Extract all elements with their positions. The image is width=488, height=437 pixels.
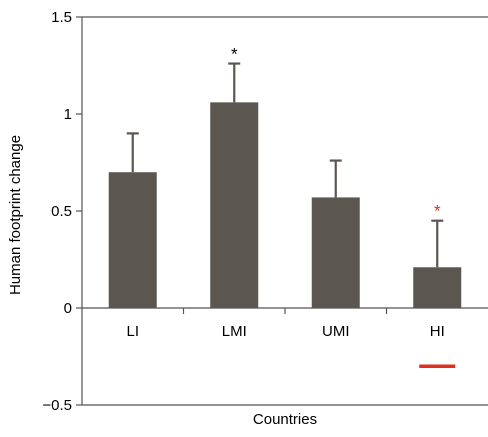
bar <box>108 172 157 308</box>
bar <box>210 102 259 308</box>
significance-markers: ** <box>231 45 456 368</box>
y-axis-title: Human footprint change <box>7 135 24 295</box>
bar <box>413 267 462 308</box>
significance-asterisk: * <box>231 45 238 64</box>
x-axis-title: Countries <box>253 411 317 428</box>
y-tick-label: 0 <box>64 300 72 317</box>
y-axis-ticks: −0.5 0 0.5 1 1.5 <box>42 9 82 414</box>
significance-asterisk: * <box>434 202 441 221</box>
category-label: HI <box>430 323 445 340</box>
y-tick-label: 1.5 <box>51 9 72 26</box>
category-labels: LI LMI UMI HI <box>126 323 444 340</box>
category-label: LMI <box>222 323 247 340</box>
bar <box>311 197 360 308</box>
y-tick-label: 0.5 <box>51 203 72 220</box>
category-label: LI <box>126 323 139 340</box>
y-tick-label: 1 <box>64 106 72 123</box>
category-label: UMI <box>322 323 350 340</box>
error-bars <box>126 62 444 268</box>
bars <box>108 102 462 308</box>
y-tick-label: −0.5 <box>42 397 72 414</box>
